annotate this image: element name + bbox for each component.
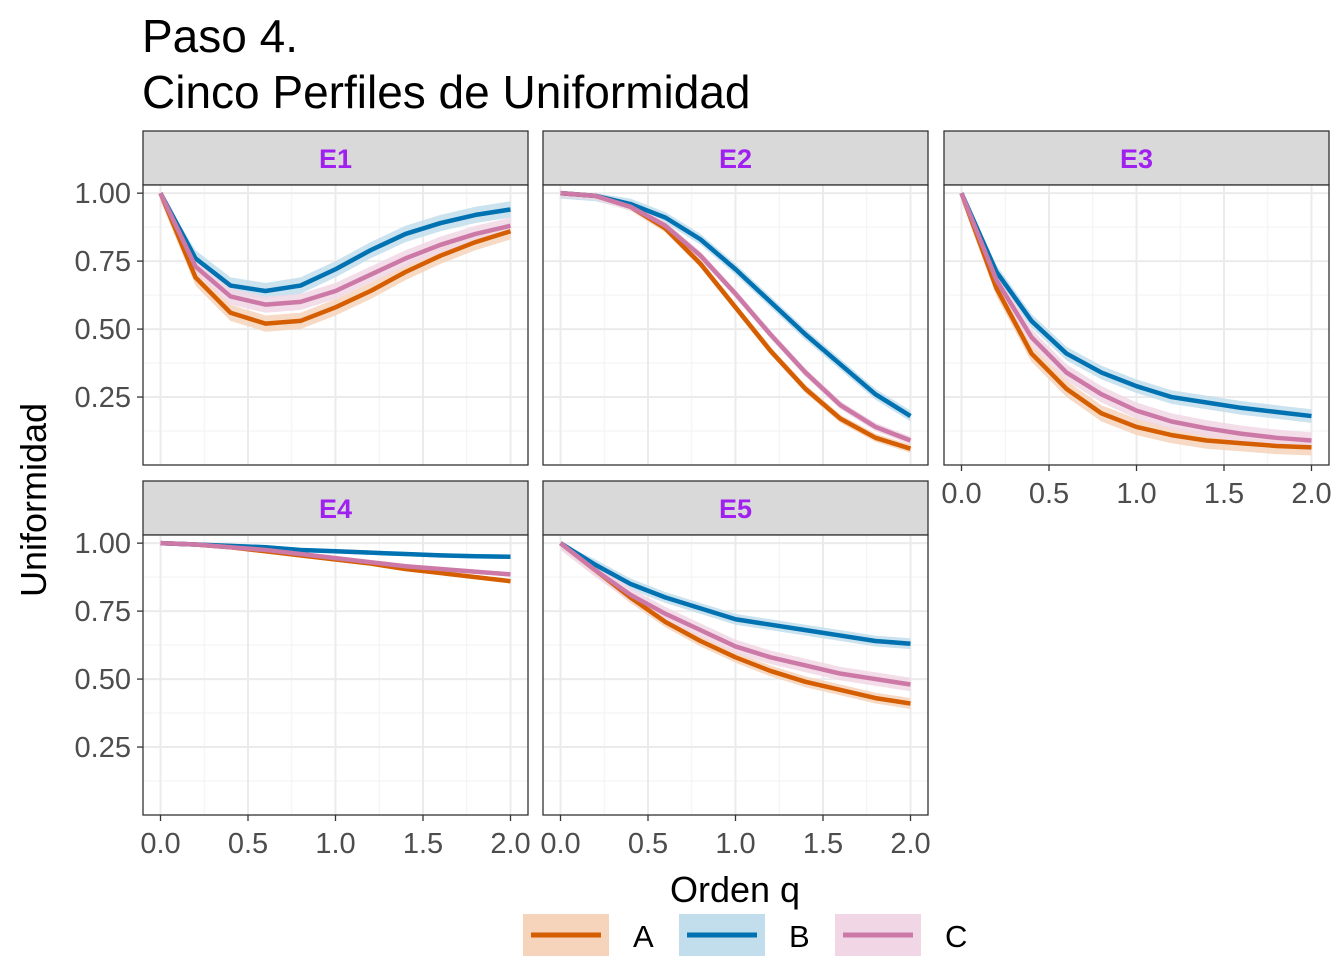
x-tick-label: 0.0 bbox=[941, 478, 981, 510]
x-tick-label: 0.0 bbox=[540, 828, 580, 860]
facet-strip-background bbox=[142, 480, 529, 536]
ribbon-a bbox=[160, 193, 511, 332]
facet-panel-e4: E4 0.25 0.50 0.75 1.00 0.0 0.5 1.0 1.5 2.0 bbox=[75, 480, 531, 860]
facet-strip-label: E1 bbox=[319, 144, 352, 174]
x-tick-label: 1.0 bbox=[715, 828, 755, 860]
series-line-c bbox=[158, 192, 512, 307]
legend-label: B bbox=[789, 919, 810, 954]
series-line-a bbox=[959, 192, 1312, 450]
series-line-c bbox=[959, 192, 1312, 443]
legend-item-a: A bbox=[523, 914, 654, 956]
facet-panel-e3: E3 0.0 0.5 1.0 1.5 2.0 bbox=[941, 130, 1332, 510]
x-axis-label: Orden q bbox=[670, 869, 800, 910]
facet-strip-label: E3 bbox=[1120, 144, 1153, 174]
facet-strip-background bbox=[142, 130, 529, 186]
x-tick-label: 2.0 bbox=[890, 828, 930, 860]
y-tick-label: 0.50 bbox=[75, 664, 131, 696]
x-tick-label: 0.0 bbox=[140, 828, 180, 860]
ribbon-b bbox=[560, 543, 911, 650]
x-tick-label: 2.0 bbox=[1291, 478, 1331, 510]
y-tick-label: 1.00 bbox=[75, 528, 131, 560]
x-tick-label: 0.5 bbox=[628, 828, 668, 860]
x-tick-label: 1.5 bbox=[1204, 478, 1244, 510]
panel-border bbox=[542, 184, 929, 466]
facet-panel-e5: E5 0.0 0.5 1.0 1.5 2.0 bbox=[540, 480, 931, 860]
y-tick-label: 1.00 bbox=[75, 178, 131, 210]
series-line-c bbox=[560, 190, 912, 443]
y-tick-label: 0.50 bbox=[75, 314, 131, 346]
facet-panels: E1 0.25 0.50 0.75 1.00 E2 E3 0.0 0.5 1.0 1.5 2.0 E4 0… bbox=[75, 130, 1332, 860]
chart-title-line-1: Paso 4. bbox=[142, 10, 298, 62]
facet-strip-label: E5 bbox=[719, 494, 752, 524]
legend-item-c: C bbox=[835, 914, 967, 956]
x-tick-label: 1.0 bbox=[315, 828, 355, 860]
series-line-b bbox=[959, 192, 1312, 419]
legend-item-b: B bbox=[679, 914, 810, 956]
facet-strip-background bbox=[943, 130, 1330, 186]
series-line-a bbox=[158, 192, 512, 326]
y-tick-label: 0.75 bbox=[75, 246, 131, 278]
facet-strip-label: E4 bbox=[319, 494, 352, 524]
legend: A B C bbox=[523, 914, 967, 956]
y-tick-label: 0.25 bbox=[75, 732, 131, 764]
series-line-b bbox=[158, 192, 511, 294]
panel-border bbox=[142, 184, 529, 466]
ribbon-c bbox=[560, 543, 911, 692]
facet-panel-e1: E1 0.25 0.50 0.75 1.00 bbox=[75, 130, 529, 466]
facet-panel-e2: E2 bbox=[542, 130, 929, 466]
chart-title-line-2: Cinco Perfiles de Uniformidad bbox=[142, 66, 751, 118]
y-axis-label: Uniformidad bbox=[13, 403, 54, 597]
series-line-b bbox=[559, 541, 911, 646]
legend-label: C bbox=[945, 919, 967, 954]
y-tick-label: 0.25 bbox=[75, 382, 131, 414]
legend-label: A bbox=[633, 919, 654, 954]
x-tick-label: 0.5 bbox=[1029, 478, 1069, 510]
x-tick-label: 0.5 bbox=[228, 828, 268, 860]
x-tick-label: 1.5 bbox=[403, 828, 443, 860]
facet-strip-label: E2 bbox=[719, 144, 752, 174]
x-tick-label: 1.5 bbox=[803, 828, 843, 860]
ribbon-b bbox=[560, 193, 911, 422]
x-tick-label: 1.0 bbox=[1116, 478, 1156, 510]
series-line-c bbox=[559, 541, 911, 687]
facet-strip-background bbox=[542, 480, 929, 536]
y-tick-label: 0.75 bbox=[75, 596, 131, 628]
facet-strip-background bbox=[542, 130, 929, 186]
x-tick-label: 2.0 bbox=[490, 828, 530, 860]
series-line-c bbox=[160, 540, 511, 577]
